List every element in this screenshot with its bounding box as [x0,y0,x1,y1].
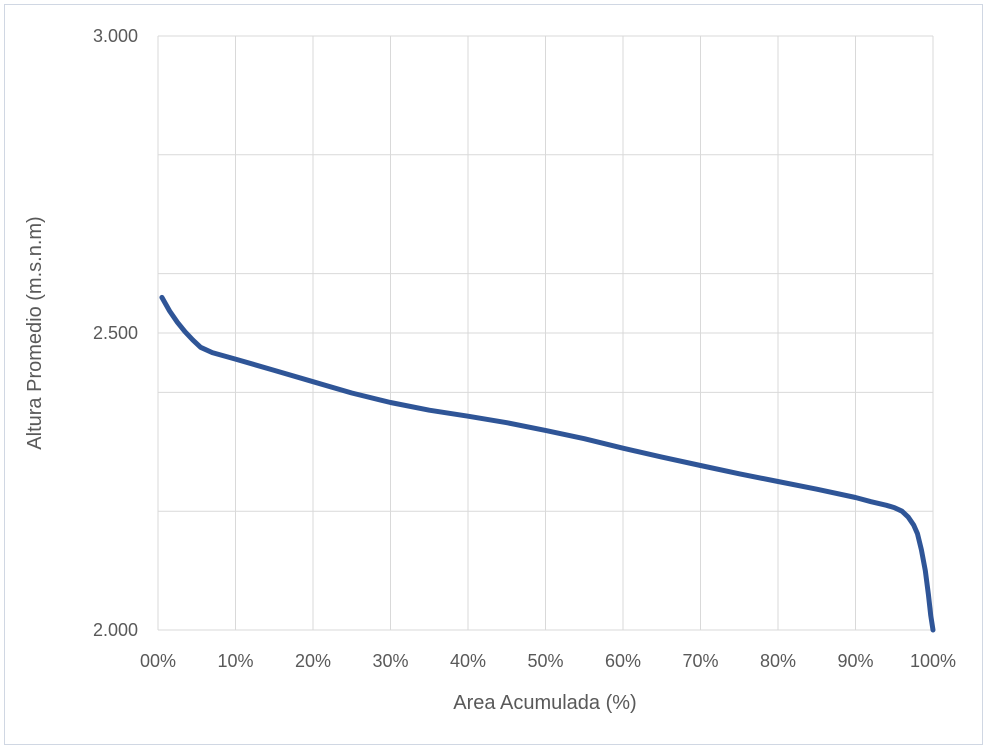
x-tick-label: 60% [605,651,641,671]
series-line [159,294,936,633]
x-tick-label: 100% [910,651,956,671]
x-tick-labels: 00% 10% 20% 30% 40% 50% 60% 70% 80% 90% 100% [140,651,956,671]
chart-area [4,4,983,745]
gridlines [157,35,934,631]
y-tick-label: 2.500 [93,323,138,343]
x-tick-label: 70% [682,651,718,671]
x-tick-label: 40% [450,651,486,671]
x-tick-label: 30% [372,651,408,671]
y-axis-title: Altura Promedio (m.s.n.m) [24,216,46,449]
x-axis-title: Area Acumulada (%) [453,692,636,714]
x-tick-label: 20% [295,651,331,671]
x-tick-label: 80% [760,651,796,671]
y-tick-label: 2.000 [93,620,138,640]
x-tick-label: 90% [837,651,873,671]
y-tick-labels: 2.000 2.500 3.000 [93,26,138,640]
y-tick-label: 3.000 [93,26,138,46]
x-tick-label: 10% [217,651,253,671]
x-tick-label: 00% [140,651,176,671]
series-layer [159,294,936,633]
x-tick-label: 50% [527,651,563,671]
